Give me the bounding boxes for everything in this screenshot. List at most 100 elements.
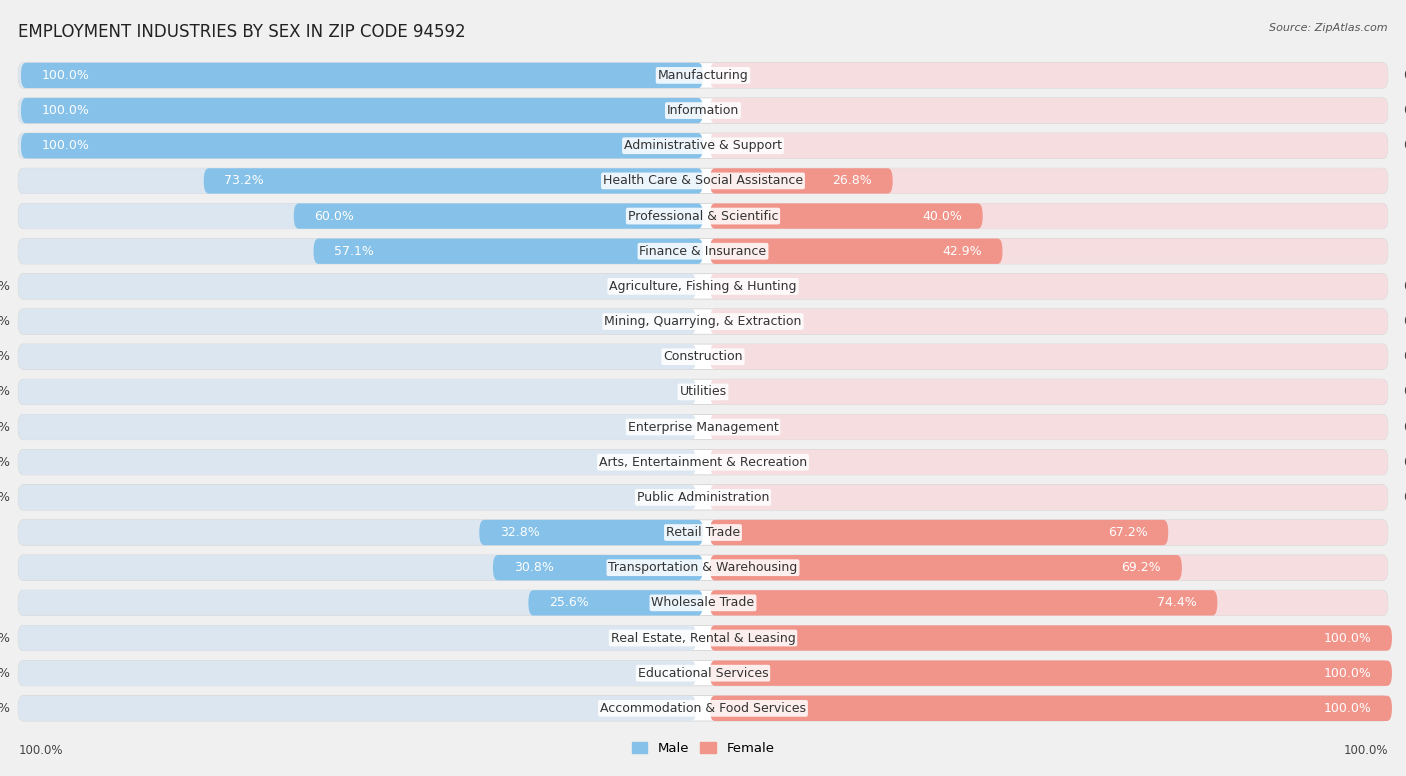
Text: Enterprise Management: Enterprise Management [627,421,779,434]
Text: 0.0%: 0.0% [1403,139,1406,152]
FancyBboxPatch shape [204,168,703,193]
Text: 42.9%: 42.9% [942,244,981,258]
Text: 0.0%: 0.0% [1403,421,1406,434]
FancyBboxPatch shape [18,203,1388,229]
FancyBboxPatch shape [18,555,696,580]
FancyBboxPatch shape [18,625,696,650]
Text: Utilities: Utilities [679,386,727,398]
Text: 32.8%: 32.8% [501,526,540,539]
FancyBboxPatch shape [21,63,703,88]
Text: 0.0%: 0.0% [1403,386,1406,398]
FancyBboxPatch shape [710,133,1388,158]
FancyBboxPatch shape [18,238,696,264]
Text: Wholesale Trade: Wholesale Trade [651,596,755,609]
FancyBboxPatch shape [710,274,1388,299]
FancyBboxPatch shape [18,309,696,334]
FancyBboxPatch shape [710,238,1388,264]
Text: 0.0%: 0.0% [0,280,10,293]
Text: Real Estate, Rental & Leasing: Real Estate, Rental & Leasing [610,632,796,645]
FancyBboxPatch shape [18,520,696,546]
Text: 67.2%: 67.2% [1108,526,1147,539]
Text: 0.0%: 0.0% [1403,350,1406,363]
FancyBboxPatch shape [18,485,1388,510]
FancyBboxPatch shape [710,696,1388,721]
FancyBboxPatch shape [710,696,1392,721]
FancyBboxPatch shape [479,520,703,546]
FancyBboxPatch shape [710,485,1388,510]
FancyBboxPatch shape [18,485,696,510]
FancyBboxPatch shape [710,98,1388,123]
Text: 0.0%: 0.0% [0,667,10,680]
Text: Arts, Entertainment & Recreation: Arts, Entertainment & Recreation [599,456,807,469]
Text: 25.6%: 25.6% [550,596,589,609]
FancyBboxPatch shape [18,379,696,404]
Legend: Male, Female: Male, Female [626,736,780,760]
FancyBboxPatch shape [710,203,1388,229]
FancyBboxPatch shape [710,379,1388,404]
Text: 30.8%: 30.8% [513,561,554,574]
Text: 100.0%: 100.0% [1323,667,1371,680]
FancyBboxPatch shape [710,625,1392,650]
FancyBboxPatch shape [18,98,696,123]
Text: Educational Services: Educational Services [638,667,768,680]
FancyBboxPatch shape [18,379,1388,404]
Text: 0.0%: 0.0% [0,632,10,645]
FancyBboxPatch shape [18,98,1388,123]
Text: 0.0%: 0.0% [0,491,10,504]
FancyBboxPatch shape [18,696,1388,721]
Text: 0.0%: 0.0% [1403,69,1406,82]
Text: Public Administration: Public Administration [637,491,769,504]
Text: 100.0%: 100.0% [1323,632,1371,645]
Text: Retail Trade: Retail Trade [666,526,740,539]
FancyBboxPatch shape [710,555,1182,580]
FancyBboxPatch shape [18,344,696,369]
Text: Agriculture, Fishing & Hunting: Agriculture, Fishing & Hunting [609,280,797,293]
FancyBboxPatch shape [18,449,1388,475]
FancyBboxPatch shape [710,414,1388,440]
Text: 69.2%: 69.2% [1122,561,1161,574]
FancyBboxPatch shape [18,591,1388,615]
FancyBboxPatch shape [18,625,1388,650]
FancyBboxPatch shape [18,414,1388,440]
FancyBboxPatch shape [710,309,1388,334]
FancyBboxPatch shape [18,660,1388,686]
FancyBboxPatch shape [18,414,696,440]
Text: 0.0%: 0.0% [0,386,10,398]
Text: Mining, Quarrying, & Extraction: Mining, Quarrying, & Extraction [605,315,801,328]
Text: 0.0%: 0.0% [1403,456,1406,469]
Text: Information: Information [666,104,740,117]
FancyBboxPatch shape [18,133,696,158]
Text: Manufacturing: Manufacturing [658,69,748,82]
Text: Source: ZipAtlas.com: Source: ZipAtlas.com [1270,23,1388,33]
Text: 100.0%: 100.0% [42,104,90,117]
Text: 0.0%: 0.0% [1403,315,1406,328]
FancyBboxPatch shape [710,520,1168,546]
FancyBboxPatch shape [18,168,1388,193]
FancyBboxPatch shape [710,520,1388,546]
FancyBboxPatch shape [18,591,696,615]
Text: Administrative & Support: Administrative & Support [624,139,782,152]
FancyBboxPatch shape [18,238,1388,264]
Text: 100.0%: 100.0% [1343,743,1388,757]
FancyBboxPatch shape [710,203,983,229]
Text: 0.0%: 0.0% [1403,104,1406,117]
Text: 0.0%: 0.0% [0,421,10,434]
FancyBboxPatch shape [18,63,1388,88]
Text: 0.0%: 0.0% [0,702,10,715]
FancyBboxPatch shape [18,660,696,686]
FancyBboxPatch shape [18,344,1388,369]
Text: 0.0%: 0.0% [0,456,10,469]
Text: Accommodation & Food Services: Accommodation & Food Services [600,702,806,715]
FancyBboxPatch shape [710,591,1218,615]
Text: Health Care & Social Assistance: Health Care & Social Assistance [603,175,803,188]
FancyBboxPatch shape [710,449,1388,475]
FancyBboxPatch shape [710,660,1388,686]
Text: 100.0%: 100.0% [42,139,90,152]
FancyBboxPatch shape [21,133,703,158]
FancyBboxPatch shape [18,555,1388,580]
Text: 0.0%: 0.0% [1403,491,1406,504]
FancyBboxPatch shape [18,309,1388,334]
FancyBboxPatch shape [710,555,1388,580]
Text: EMPLOYMENT INDUSTRIES BY SEX IN ZIP CODE 94592: EMPLOYMENT INDUSTRIES BY SEX IN ZIP CODE… [18,23,465,41]
FancyBboxPatch shape [710,625,1388,650]
